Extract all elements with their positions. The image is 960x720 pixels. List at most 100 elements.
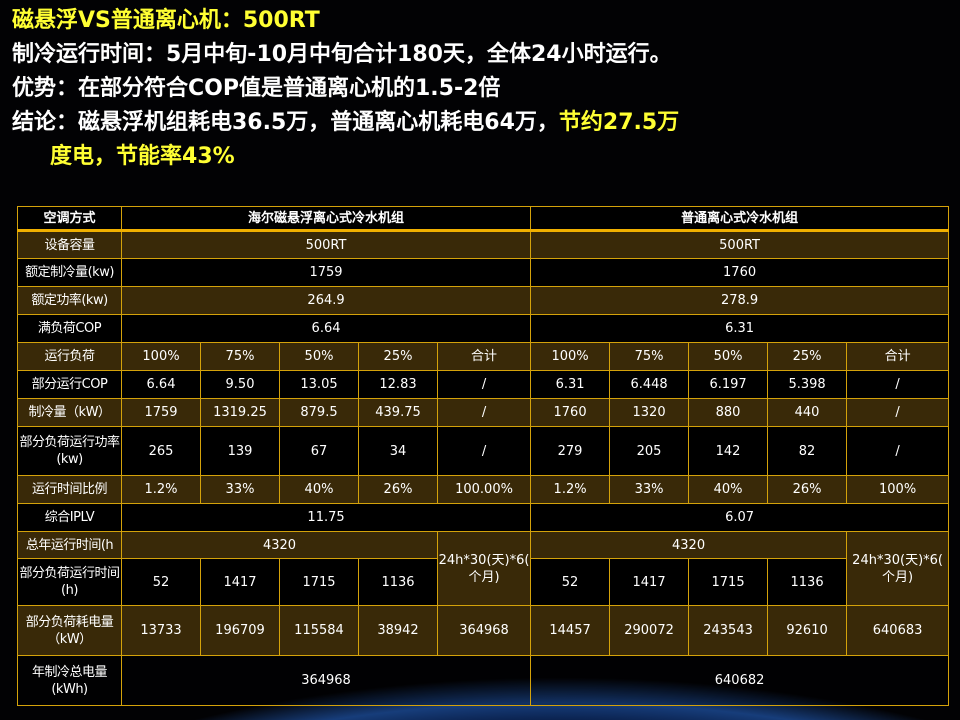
cell: 640682 [530,655,950,706]
cell: 100% [530,342,611,371]
cell: 4320 [530,531,848,559]
cell: 33% [200,475,280,504]
cell: 6.31 [530,314,950,343]
cell: 364968 [436,605,532,656]
cell: 1136 [767,558,848,606]
cell: 1715 [688,558,769,606]
cell: 1320 [609,398,690,427]
cell: 6.197 [688,370,769,399]
cell: 1715 [279,558,359,606]
cell: 243543 [688,605,769,656]
cell: 100% [846,475,950,504]
row-label: 运行负荷 [17,342,122,371]
table-row: 综合IPLV 11.75 6.07 [17,503,950,532]
cell: 6.64 [121,370,201,399]
cell: 52 [121,558,201,606]
cell: 1759 [121,398,201,427]
cell: / [846,370,950,399]
cell: 82 [767,426,848,476]
cell: 1.2% [530,475,611,504]
cell: 24h*30(天)*6(个月) [846,531,950,606]
cell: 1136 [358,558,438,606]
cell: 5.398 [767,370,848,399]
table-row: 年制冷总电量(kWh) 364968 640682 [17,655,950,706]
row-label: 部分负荷运行时间(h) [17,558,122,606]
conclusion-unit: 度电， [50,144,117,169]
table-row: 部分负荷运行时间(h) 52 1417 1715 1136 52 1417 17… [17,558,949,606]
cell: 9.50 [200,370,280,399]
cell: 12.83 [358,370,438,399]
cell: 6.07 [530,503,950,532]
cell: 25% [767,342,848,371]
cell: 26% [767,475,848,504]
cell: 1417 [609,558,690,606]
cell: 52 [530,558,611,606]
cell: 6.448 [609,370,690,399]
cell: 879.5 [279,398,359,427]
cell: 1760 [530,258,950,287]
cell: 4320 [121,531,438,559]
cell: 13733 [121,605,201,656]
cell: 14457 [530,605,611,656]
cell: 50% [279,342,359,371]
cell: 640683 [846,605,950,656]
row-label: 部分运行COP [17,370,122,399]
cell: 13.05 [279,370,359,399]
cell: 34 [358,426,438,476]
cell: / [436,370,532,399]
table-row: 额定制冷量(kw) 1759 1760 [17,258,950,287]
table-row: 制冷量（kW） 1759 1319.25 879.5 439.75/1760 1320 88… [17,398,950,427]
cell: / [436,426,532,476]
cell: 75% [200,342,280,371]
cell: 115584 [279,605,359,656]
cell: 26% [358,475,438,504]
table-row: 额定功率(kw) 264.9 278.9 [17,286,950,315]
cell: 24h*30(天)*6(个月) [436,531,532,606]
conclusion-highlight: 节约27.5万 [558,110,680,135]
table-header: 空调方式 海尔磁悬浮离心式冷水机组 普通离心式冷水机组 [17,206,950,232]
row-label: 年制冷总电量(kWh) [17,655,122,706]
cell: 1759 [120,258,532,287]
cell: 290072 [609,605,690,656]
row-label: 满负荷COP [17,314,122,343]
cell: 92610 [767,605,848,656]
row-label: 设备容量 [17,230,122,259]
header-cell: 空调方式 [17,206,122,232]
header-cell: 海尔磁悬浮离心式冷水机组 [120,206,532,232]
table-row: 部分运行COP 6.64 9.50 13.05 12.83/6.31 6.448 6.197… [17,370,950,399]
slide-title: 磁悬浮VS普通离心机：500RT [12,8,320,33]
cell: 1.2% [121,475,201,504]
cell: 880 [688,398,769,427]
cell: 364968 [120,655,532,706]
cell: 500RT [530,230,950,259]
cell: 500RT [120,230,532,259]
cell: 25% [358,342,438,371]
table-row: 部分负荷耗电量（kW） 13733 196709 115584 38942 364968… [17,605,950,656]
cell: 100.00% [436,475,532,504]
cell: 440 [767,398,848,427]
table-row: 满负荷COP 6.64 6.31 [17,314,950,343]
cell: 1760 [530,398,611,427]
cell: 196709 [200,605,280,656]
cell: 67 [279,426,359,476]
table-row: 运行时间比例 1.2% 33% 40% 26% 100.00% 1.2% 33% 40% 26% 1… [17,475,950,504]
cell: 1417 [200,558,280,606]
header-cell: 普通离心式冷水机组 [530,206,950,232]
cell: 40% [688,475,769,504]
cell: 1319.25 [200,398,280,427]
runtime-line: 制冷运行时间：5月中旬-10月中旬合计180天，全体24小时运行。 [12,42,672,67]
cell: 265 [121,426,201,476]
row-label: 部分负荷耗电量（kW） [17,605,122,656]
cell: 33% [609,475,690,504]
conclusion-line-2: 度电，节能率43% [12,140,952,174]
conclusion-text: 结论：磁悬浮机组耗电36.5万，普通离心机耗电64万， [12,110,559,135]
cell: 40% [279,475,359,504]
cell: 11.75 [120,503,532,532]
row-label: 总年运行时间(h [17,531,122,559]
cell: 139 [200,426,280,476]
cell: 合计 [846,342,950,371]
cell: 264.9 [120,286,532,315]
cell: 6.31 [530,370,611,399]
cell: / [436,398,532,427]
cell: 205 [609,426,690,476]
